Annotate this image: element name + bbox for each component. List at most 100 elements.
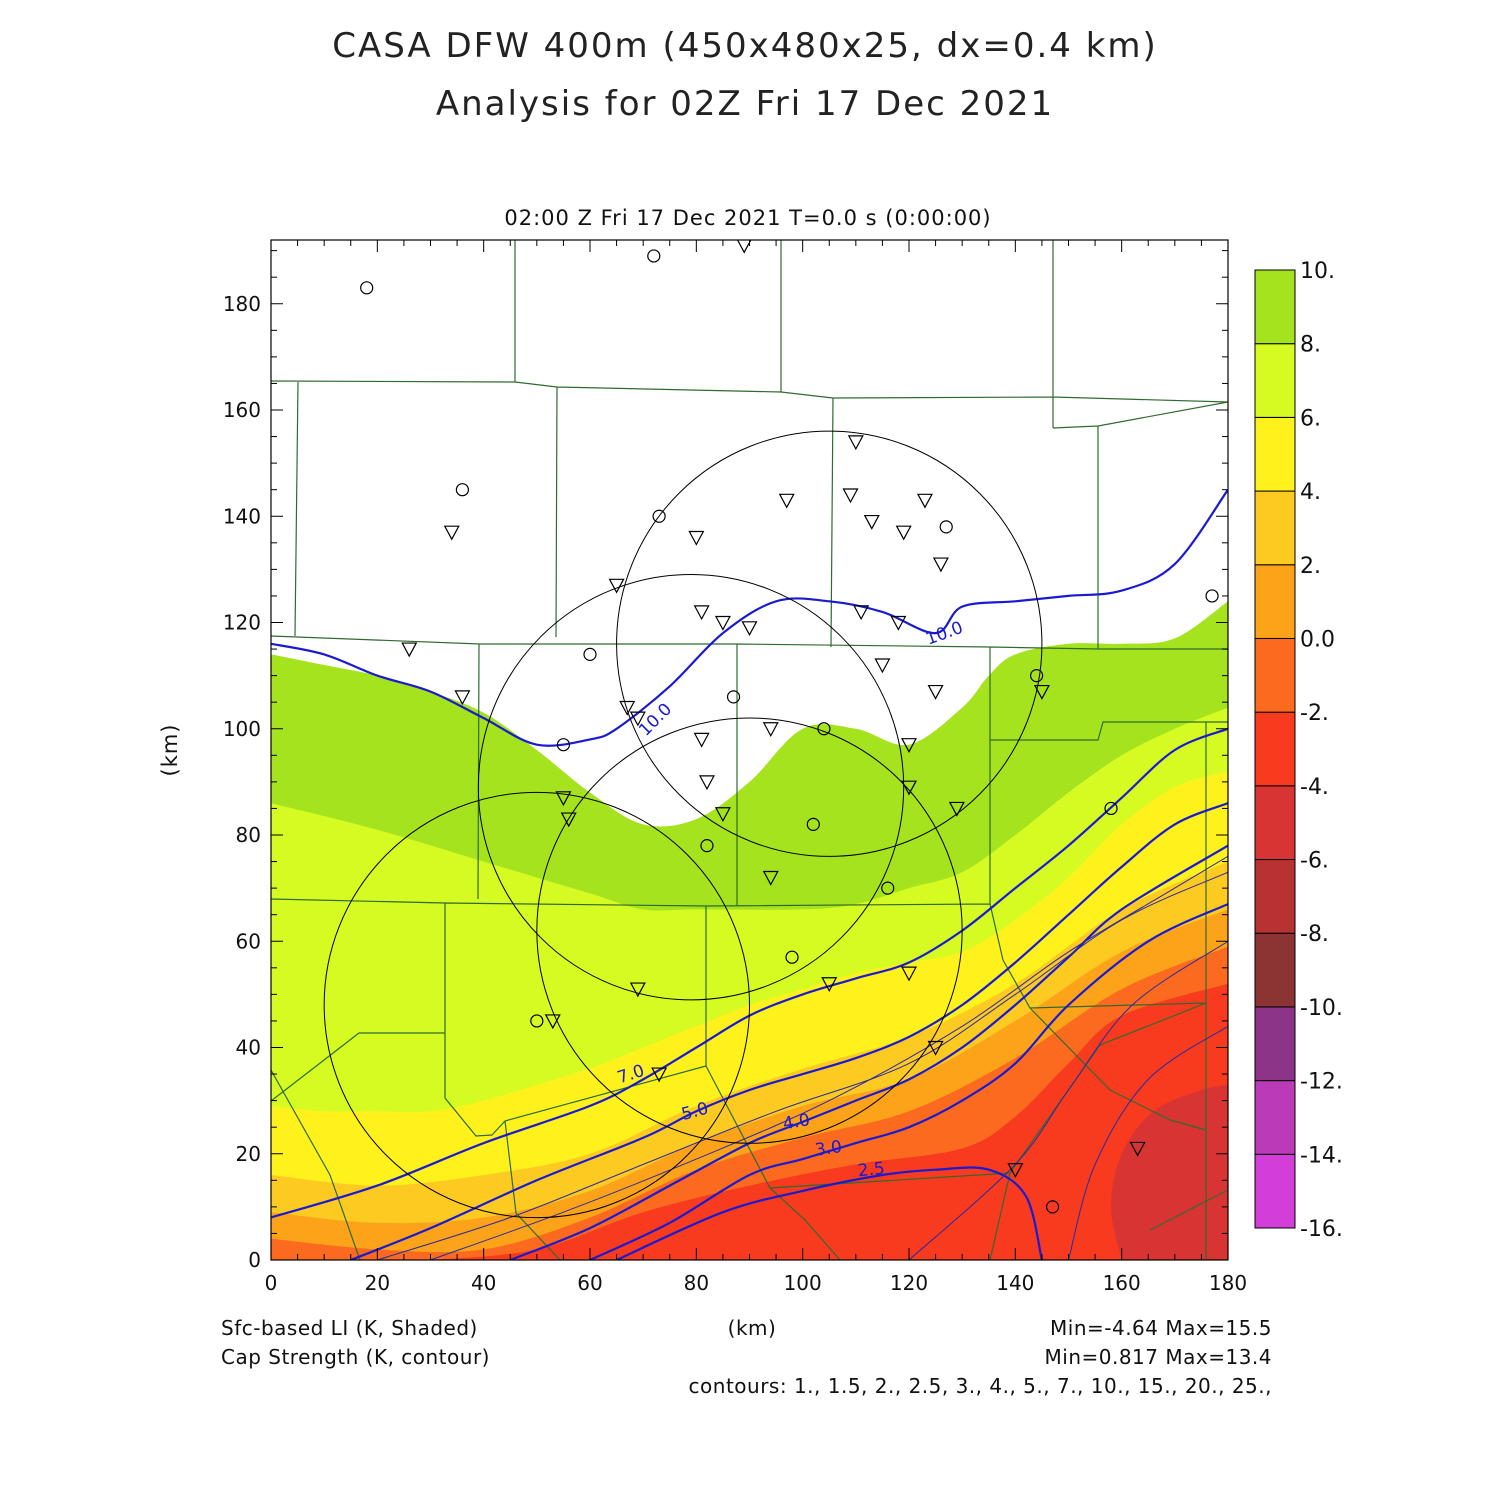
- contour-line-2: [350, 802, 1228, 1260]
- plot-area: 10.010.07.05.0 4.03.02.5: [271, 240, 1228, 1260]
- station-circle-marker: [726, 690, 741, 704]
- y-tick-label: 60: [236, 929, 261, 953]
- colorbar-swatch: [1254, 564, 1296, 639]
- station-triangle-marker: [874, 658, 891, 674]
- station-circle-marker: [817, 722, 831, 736]
- station-triangle-marker: [1033, 684, 1050, 700]
- station-circle-marker: [583, 647, 597, 661]
- station-triangle-marker: [608, 578, 625, 594]
- station-triangle-marker: [1129, 1141, 1146, 1157]
- station-circle-marker: [806, 817, 820, 831]
- x-tick-label: 0: [265, 1271, 278, 1295]
- station-triangle-marker: [900, 966, 918, 982]
- colorbar-tick-label: 0.0: [1300, 627, 1335, 652]
- station-triangle-marker: [560, 812, 577, 828]
- chart-title-line2: Analysis for 02Z Fri 17 Dec 2021: [436, 84, 1054, 124]
- footer-contour-minmax: Min=0.817 Max=13.4: [1045, 1345, 1273, 1369]
- station-triangle-marker: [443, 525, 460, 541]
- range-ring: [616, 430, 1043, 857]
- colorbar: -16. -14. -12. -10. -8. -6. -4. -2. 0.0 2. 4. 6. 8. 1…: [1254, 259, 1343, 1242]
- station-triangle-marker: [688, 530, 705, 546]
- colorbar-swatch: [1254, 343, 1296, 418]
- station-circle-marker: [939, 520, 953, 534]
- time-label: 02:00 Z Fri 17 Dec 2021 T=0.0 s (0:00:00…: [504, 206, 991, 230]
- station-triangle-marker: [651, 1067, 668, 1083]
- x-tick-label: 40: [471, 1271, 496, 1295]
- colorbar-swatch: [1254, 416, 1296, 492]
- thin-contour-3: [1068, 1025, 1228, 1260]
- thin-contour-1: [430, 855, 1228, 1260]
- station-circle-marker: [652, 509, 666, 523]
- y-tick-label: 180: [223, 292, 261, 316]
- y-tick-label: 140: [223, 504, 261, 528]
- colorbar-tick-label: 6.: [1300, 406, 1321, 431]
- y-axis-label: (km): [158, 723, 182, 776]
- station-triangle-marker: [932, 557, 949, 573]
- colorbar-tick-label: 10.: [1300, 259, 1335, 284]
- station-triangle-marker: [762, 722, 779, 738]
- colorbar-swatch: [1254, 1006, 1296, 1082]
- contour-label: 3.0: [814, 1137, 844, 1161]
- li-band-6: [430, 983, 1228, 1260]
- footer-shaded-label: Sfc-based LI (K, Shaded): [221, 1316, 478, 1340]
- colorbar-swatch: [1254, 711, 1296, 787]
- county-line: [271, 240, 1228, 1260]
- station-triangle-marker: [853, 605, 870, 621]
- colorbar-tick-label: 4.: [1300, 480, 1321, 505]
- station-circle-marker: [1045, 1200, 1060, 1214]
- colorbar-tick-label: -14.: [1300, 1143, 1343, 1168]
- station-triangle-marker: [736, 240, 752, 254]
- x-tick-label: 20: [365, 1271, 390, 1295]
- colorbar-swatch: [1254, 932, 1296, 1008]
- contour-line-3: [509, 844, 1228, 1260]
- contour-label: 10.0: [923, 618, 965, 650]
- station-triangle-marker: [629, 982, 646, 998]
- colorbar-swatch: [1254, 1153, 1296, 1229]
- x-tick-label: 180: [1209, 1271, 1247, 1295]
- station-markers: [360, 240, 1219, 1214]
- y-tick-label: 100: [223, 717, 261, 741]
- colorbar-tick-label: -2.: [1300, 701, 1329, 726]
- station-triangle-marker: [762, 870, 779, 886]
- station-triangle-marker: [454, 690, 471, 706]
- footer-contours-list: contours: 1., 1.5, 2., 2.5, 3., 4., 5., …: [689, 1374, 1272, 1398]
- contour-line-1: [271, 727, 1228, 1219]
- x-axis-label: (km): [728, 1316, 777, 1340]
- station-triangle-marker: [741, 621, 758, 637]
- colorbar-tick-label: 8.: [1300, 333, 1321, 358]
- colorbar-swatch: [1254, 490, 1296, 566]
- colorbar-tick-label: -10.: [1300, 996, 1343, 1021]
- station-circle-marker: [1205, 589, 1219, 603]
- station-triangle-marker: [401, 642, 418, 658]
- chart-title-line1: CASA DFW 400m (450x480x25, dx=0.4 km): [332, 26, 1158, 66]
- station-triangle-marker: [821, 977, 838, 993]
- contour-label: 4.0: [781, 1110, 811, 1134]
- station-circle-marker: [530, 1014, 544, 1028]
- station-triangle-marker: [863, 514, 880, 530]
- colorbar-swatch: [1254, 859, 1296, 934]
- station-triangle-marker: [714, 807, 731, 823]
- station-circle-marker: [455, 483, 469, 497]
- shaded-field: [271, 601, 1228, 1260]
- y-tick-label: 160: [223, 398, 261, 422]
- station-circle-marker: [700, 839, 714, 853]
- county-boundaries: [271, 240, 1228, 1260]
- station-circle-marker: [1104, 801, 1118, 816]
- footer-contour-label: Cap Strength (K, contour): [221, 1345, 490, 1369]
- station-circle-marker: [360, 281, 374, 295]
- y-tick-label: 80: [236, 823, 261, 847]
- colorbar-swatch: [1254, 637, 1296, 713]
- colorbar-tick-label: 2.: [1300, 554, 1321, 579]
- y-tick-label: 120: [223, 611, 261, 635]
- station-circle-marker: [1029, 669, 1044, 683]
- range-ring: [477, 574, 905, 1001]
- y-tick-label: 20: [236, 1142, 261, 1166]
- colorbar-tick-label: -16.: [1300, 1217, 1343, 1242]
- station-triangle-marker: [927, 1040, 944, 1056]
- x-tick-label: 120: [890, 1271, 928, 1295]
- contour-line-5: [616, 1166, 1043, 1260]
- station-triangle-marker: [1007, 1163, 1024, 1178]
- station-triangle-marker: [629, 711, 646, 727]
- axes: 0 20 40 60 80 100 120 140 160 180 0 20 40 60 80 100 120 1…: [223, 240, 1247, 1295]
